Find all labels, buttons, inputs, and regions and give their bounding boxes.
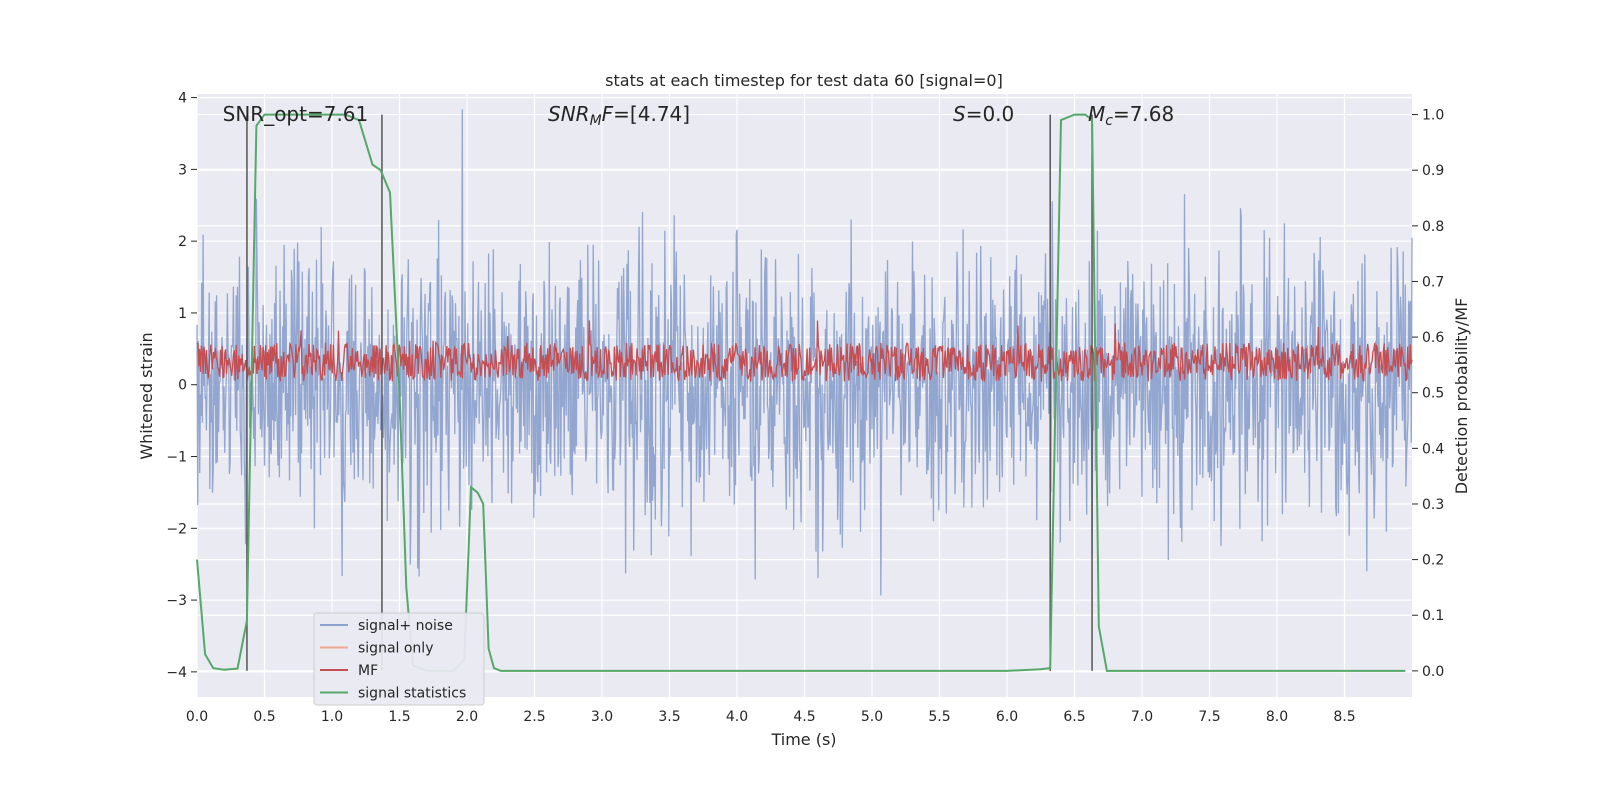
y-tick-label-left: −2 xyxy=(166,521,187,537)
annotation-mc: Mc=7.68 xyxy=(1088,102,1174,129)
vertical-markers xyxy=(246,114,1093,671)
y-tick-label-right: 0.9 xyxy=(1422,163,1444,179)
annotations: SNR_opt=7.61 SNRMF=[4.74] S=0.0 Mc=7.68 xyxy=(223,102,1175,129)
x-tick-label: 3.5 xyxy=(658,709,680,725)
legend-box xyxy=(313,612,485,706)
x-tick-label: 7.5 xyxy=(1198,709,1220,725)
x-tick-label: 1.5 xyxy=(388,709,410,725)
x-tick-label: 2.0 xyxy=(456,709,478,725)
x-tick-label: 4.0 xyxy=(726,709,748,725)
y-tick-label-left: 4 xyxy=(178,91,187,107)
y-tick-label-left: 0 xyxy=(178,378,187,394)
x-tick-label: 6.0 xyxy=(996,709,1018,725)
y-tick-label-right: 0.7 xyxy=(1422,274,1444,290)
legend-label: signal only xyxy=(358,641,433,657)
y-tick-label-right: 0.2 xyxy=(1422,553,1444,569)
y-tick-label-right: 0.6 xyxy=(1422,330,1444,346)
y-tick-label-right: 0.8 xyxy=(1422,219,1444,235)
x-tick-label: 5.5 xyxy=(928,709,950,725)
x-tick-label: 8.5 xyxy=(1333,709,1355,725)
y-tick-label-left: −4 xyxy=(166,665,187,681)
legend-label: signal statistics xyxy=(358,686,466,702)
annotation-snr-opt: SNR_opt=7.61 xyxy=(223,102,369,126)
axis-ticks: 0.0 0.5 1.0 1.5 2.0 2.5 3.0 3.5 4.0 4.5 5.0 5.5 6.0 6… xyxy=(166,91,1444,725)
legend: signal+ noise signal only MF signal statist… xyxy=(313,612,485,706)
y-axis-label-left: Whitened strain xyxy=(137,332,156,459)
x-tick-label: 4.5 xyxy=(793,709,815,725)
x-tick-label: 7.0 xyxy=(1131,709,1153,725)
x-tick-label: 3.0 xyxy=(591,709,613,725)
x-tick-label: 0.5 xyxy=(253,709,275,725)
x-tick-label: 1.0 xyxy=(321,709,343,725)
y-tick-label-right: 0.3 xyxy=(1422,497,1444,513)
y-tick-label-right: 1.0 xyxy=(1422,108,1444,124)
y-tick-label-right: 0.1 xyxy=(1422,608,1444,624)
signal-statistics-series xyxy=(196,113,1406,672)
y-tick-label-right: 0.4 xyxy=(1422,441,1444,457)
y-tick-label-left: 1 xyxy=(178,306,187,322)
legend-label: signal+ noise xyxy=(358,618,453,634)
y-tick-label-right: 0.5 xyxy=(1422,386,1444,402)
legend-label: MF xyxy=(358,663,378,679)
x-axis-label: Time (s) xyxy=(770,730,836,749)
y-tick-label-left: −3 xyxy=(166,593,187,609)
x-tick-label: 5.0 xyxy=(861,709,883,725)
y-tick-label-right: 0.0 xyxy=(1422,664,1444,680)
x-tick-label: 8.0 xyxy=(1266,709,1288,725)
y-tick-label-left: −1 xyxy=(166,450,187,466)
chart-title: stats at each timestep for test data 60 … xyxy=(605,71,1003,90)
x-tick-label: 0.0 xyxy=(186,709,208,725)
y-tick-label-left: 2 xyxy=(178,234,187,250)
annotation-s: S=0.0 xyxy=(953,102,1014,126)
annotation-snr-mf: SNRMF=[4.74] xyxy=(548,102,690,129)
signal-statistics-line xyxy=(196,113,1406,672)
x-tick-label: 2.5 xyxy=(523,709,545,725)
y-axis-label-right: Detection probability/MF xyxy=(1452,298,1471,495)
y-tick-label-left: 3 xyxy=(178,162,187,178)
mf-line xyxy=(196,320,1413,383)
mf-series xyxy=(196,320,1413,383)
x-tick-label: 6.5 xyxy=(1063,709,1085,725)
